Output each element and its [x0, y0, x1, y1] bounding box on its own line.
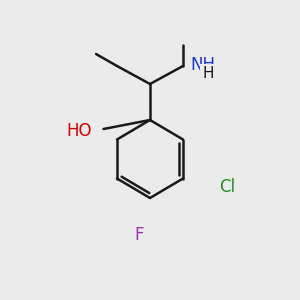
- Text: NH: NH: [190, 56, 215, 74]
- Text: Cl: Cl: [219, 178, 235, 196]
- Text: H: H: [203, 66, 214, 81]
- Text: F: F: [135, 226, 144, 244]
- Text: HO: HO: [67, 122, 92, 140]
